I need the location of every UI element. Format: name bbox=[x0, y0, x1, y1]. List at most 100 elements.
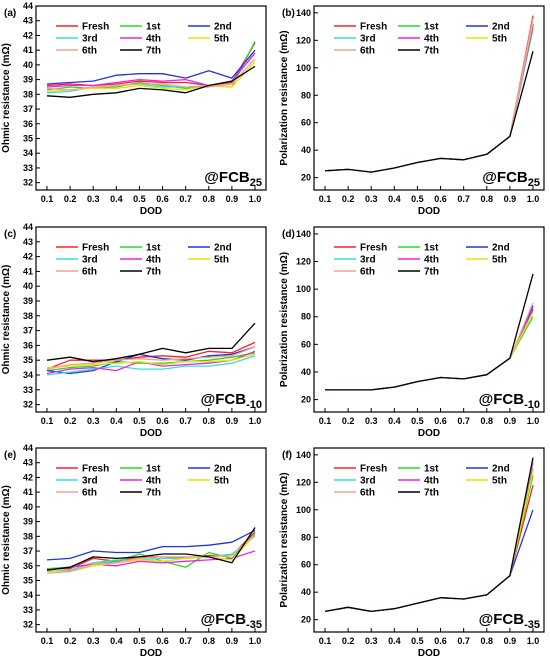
y-tick-label: 80 bbox=[301, 90, 311, 100]
y-tick-label: 36 bbox=[23, 561, 33, 571]
legend-label-3rd: 3rd bbox=[360, 476, 376, 487]
x-tick-label: 0.2 bbox=[64, 416, 77, 426]
legend-label-7th: 7th bbox=[424, 46, 439, 57]
x-tick-label: 0.1 bbox=[41, 636, 54, 646]
x-axis-label: DOD bbox=[140, 206, 162, 217]
y-tick-label: 32 bbox=[23, 620, 33, 630]
y-tick-label: 43 bbox=[23, 237, 33, 247]
series-line-3rd bbox=[325, 310, 534, 391]
y-tick-label: 35 bbox=[23, 133, 33, 143]
legend-label-6th: 6th bbox=[360, 267, 375, 278]
series-line-5th bbox=[47, 534, 256, 573]
y-tick-label: 100 bbox=[296, 284, 311, 294]
legend-label-4th: 4th bbox=[424, 476, 439, 487]
series-line-2nd bbox=[46, 529, 256, 561]
y-tick-label: 80 bbox=[301, 312, 311, 322]
y-tick-label: 34 bbox=[23, 590, 33, 600]
panel-label: (b) bbox=[282, 8, 295, 19]
annotation-main: @FCB bbox=[482, 169, 528, 186]
y-tick-label: 41 bbox=[23, 487, 33, 497]
y-tick-label: 44 bbox=[23, 1, 33, 11]
x-tick-label: 0.6 bbox=[434, 636, 447, 646]
series-line-5th bbox=[46, 61, 256, 93]
legend-label-3rd: 3rd bbox=[360, 34, 376, 45]
plot-frame bbox=[35, 226, 267, 413]
x-tick-label: 0.2 bbox=[64, 194, 77, 204]
series-line-2nd bbox=[325, 305, 534, 391]
y-tick-label: 37 bbox=[23, 104, 33, 114]
y-axis-label: Polarization resistance (mΩ) bbox=[279, 472, 290, 607]
panel-label: (f) bbox=[282, 450, 292, 461]
x-tick-label: 0.3 bbox=[365, 416, 378, 426]
legend-label-7th: 7th bbox=[424, 488, 439, 499]
annotation-subscript: -35 bbox=[524, 619, 540, 631]
series-line-6th bbox=[46, 58, 256, 91]
series-line-2nd bbox=[46, 346, 256, 375]
panel-label: (e) bbox=[4, 450, 16, 461]
y-tick-label: 40 bbox=[23, 60, 33, 70]
y-tick-label: 37 bbox=[23, 546, 33, 556]
x-tick-label: 0.9 bbox=[226, 194, 239, 204]
annotation-main: @FCB bbox=[201, 611, 247, 628]
condition-annotation: @FCB25 bbox=[482, 169, 540, 189]
panel-e: 32 33 34 35 36 37 38 39 40 41 42 43 44 0.1 0.2 0.3 0.4 0.… bbox=[1, 443, 267, 659]
plot-frame bbox=[313, 447, 545, 633]
x-tick-label: 0.5 bbox=[133, 416, 146, 426]
x-axis-label: DOD bbox=[140, 648, 162, 659]
y-tick-label: 41 bbox=[23, 45, 33, 55]
condition-annotation: @FCB-10 bbox=[479, 391, 540, 411]
y-tick-label: 33 bbox=[23, 605, 33, 615]
x-tick-label: 0.2 bbox=[64, 636, 77, 646]
y-tick-label: 43 bbox=[23, 16, 33, 26]
y-tick-label: 40 bbox=[301, 587, 311, 597]
x-tick-label: 0.1 bbox=[319, 636, 332, 646]
x-tick-label: 0.3 bbox=[87, 194, 100, 204]
legend-label-5th: 5th bbox=[214, 476, 229, 487]
legend-label-1st: 1st bbox=[146, 22, 161, 33]
y-tick-label: 40 bbox=[301, 367, 311, 377]
legend-label-4th: 4th bbox=[146, 34, 161, 45]
x-tick-label: 0.1 bbox=[41, 416, 54, 426]
condition-annotation: @FCB25 bbox=[204, 169, 262, 189]
series-line-2nd bbox=[46, 49, 256, 85]
annotation-subscript: 25 bbox=[528, 177, 540, 189]
legend-label-3rd: 3rd bbox=[82, 34, 98, 45]
y-axis-label: Polarization resistance (mΩ) bbox=[279, 30, 290, 165]
y-tick-label: 39 bbox=[23, 75, 33, 85]
y-tick-label: 140 bbox=[296, 450, 311, 460]
panel-c: 32 33 34 35 36 37 38 39 40 41 42 43 44 0.1 0.2 0.3 0.4 0.… bbox=[1, 222, 267, 439]
series-line-3rd bbox=[46, 535, 256, 573]
y-tick-label: 37 bbox=[23, 326, 33, 336]
y-tick-label: 100 bbox=[296, 63, 311, 73]
legend-label-6th: 6th bbox=[360, 46, 375, 57]
y-tick-label: 20 bbox=[301, 395, 311, 405]
panel-f: 20 40 60 80 100 120 140 0.1 0.2 0.3 0.4 0.5 0.6 0.7 0.… bbox=[279, 447, 545, 659]
x-tick-label: 0.7 bbox=[179, 636, 192, 646]
y-tick-label: 44 bbox=[23, 443, 33, 453]
x-tick-label: 1.0 bbox=[249, 194, 262, 204]
legend-label-5th: 5th bbox=[492, 34, 507, 45]
legend-label-4th: 4th bbox=[424, 34, 439, 45]
y-tick-label: 20 bbox=[301, 173, 311, 183]
series-line-7th bbox=[46, 527, 256, 571]
legend-label-5th: 5th bbox=[492, 255, 507, 266]
x-tick-label: 0.4 bbox=[110, 194, 123, 204]
y-tick-label: 39 bbox=[23, 296, 33, 306]
legend-label-7th: 7th bbox=[424, 267, 439, 278]
series-line-fresh bbox=[325, 309, 534, 391]
y-tick-label: 20 bbox=[301, 615, 311, 625]
x-tick-label: 0.1 bbox=[319, 416, 332, 426]
legend-label-6th: 6th bbox=[82, 267, 97, 278]
y-tick-label: 40 bbox=[23, 281, 33, 291]
legend-label-1st: 1st bbox=[146, 243, 161, 254]
y-tick-label: 35 bbox=[23, 355, 33, 365]
legend-label-1st: 1st bbox=[424, 22, 439, 33]
panel-b: 20 40 60 80 100 120 140 0.1 0.2 0.3 0.4 0.5 0.6 0.7 0.… bbox=[279, 5, 545, 217]
annotation-subscript: 25 bbox=[250, 177, 262, 189]
y-tick-label: 60 bbox=[301, 118, 311, 128]
y-tick-label: 60 bbox=[301, 560, 311, 570]
annotation-main: @FCB bbox=[479, 391, 525, 408]
y-tick-label: 42 bbox=[23, 30, 33, 40]
series-line-5th bbox=[46, 353, 256, 369]
